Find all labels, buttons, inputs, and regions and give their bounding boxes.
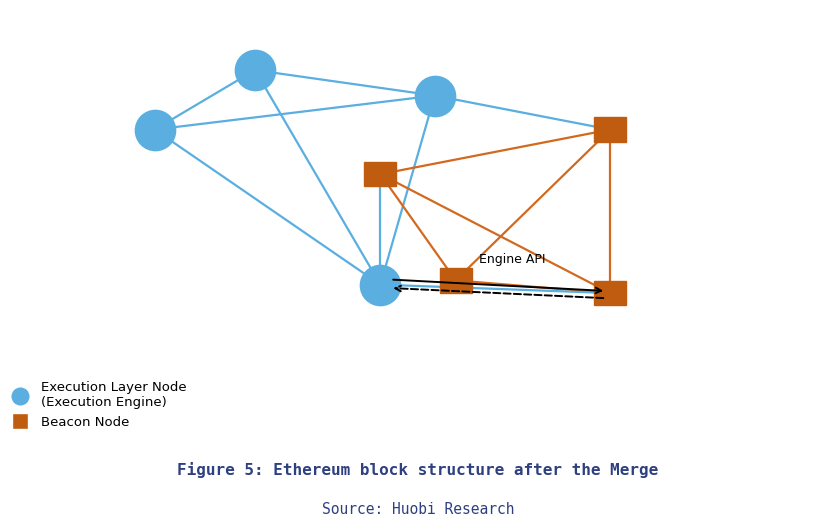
- FancyBboxPatch shape: [594, 281, 626, 305]
- Point: [148, 125, 161, 134]
- FancyBboxPatch shape: [440, 268, 472, 293]
- FancyBboxPatch shape: [594, 117, 626, 142]
- Text: Source: Huobi Research: Source: Huobi Research: [322, 502, 514, 517]
- Point: [428, 91, 441, 100]
- Point: [248, 66, 262, 74]
- FancyBboxPatch shape: [364, 162, 396, 186]
- Legend: Execution Layer Node
(Execution Engine), Beacon Node: Execution Layer Node (Execution Engine),…: [7, 381, 186, 429]
- Point: [374, 280, 387, 289]
- Text: Engine API: Engine API: [479, 253, 545, 266]
- Text: Figure 5: Ethereum block structure after the Merge: Figure 5: Ethereum block structure after…: [177, 462, 659, 478]
